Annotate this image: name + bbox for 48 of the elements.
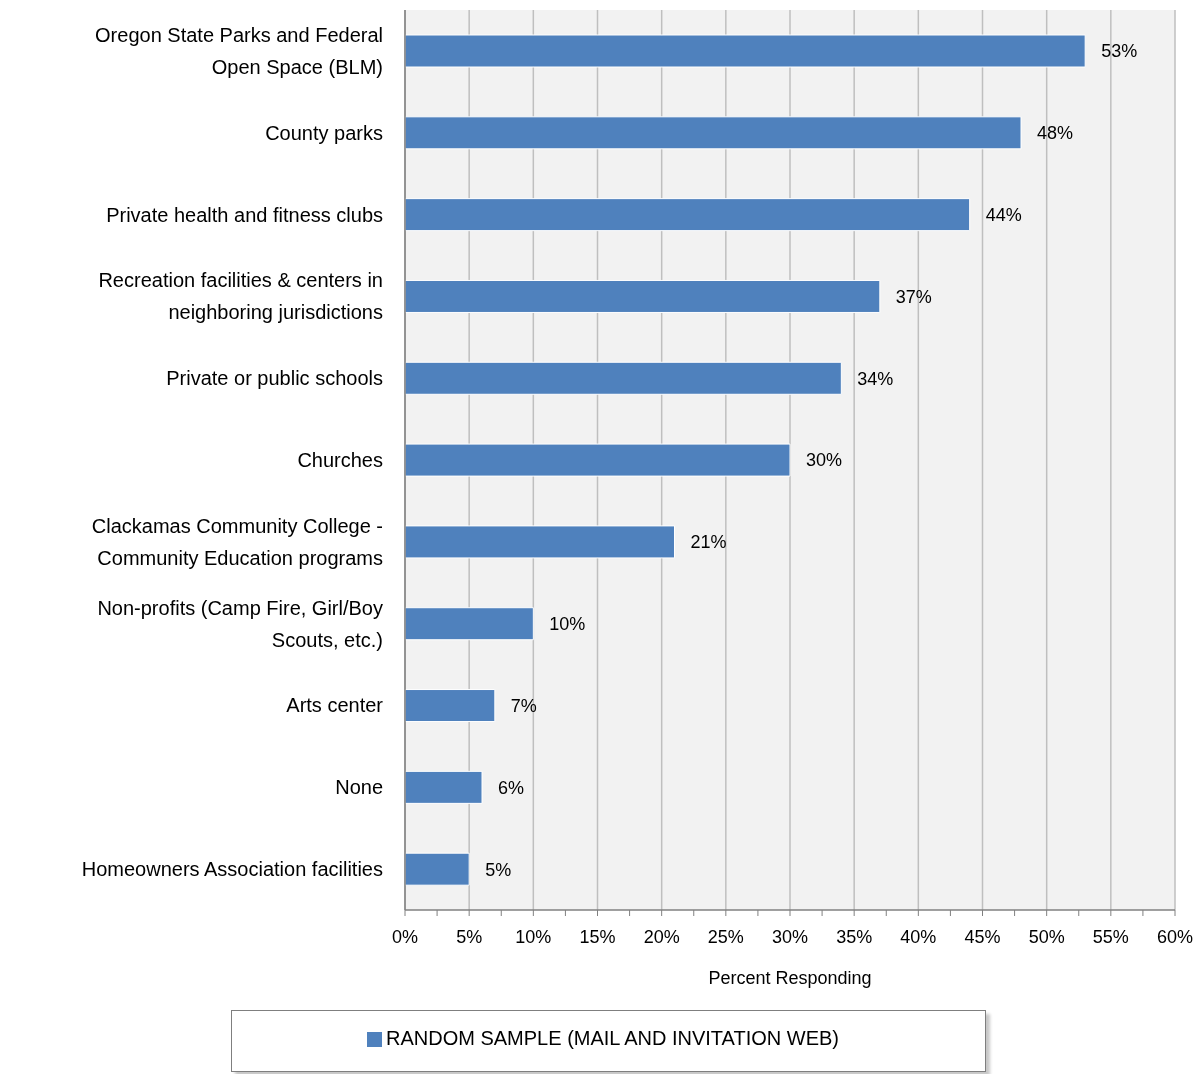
- bar: [405, 525, 675, 559]
- x-tick-label: 60%: [1156, 926, 1194, 947]
- bar: [405, 689, 496, 723]
- legend-label: RANDOM SAMPLE (MAIL AND INVITATION WEB): [385, 1027, 839, 1049]
- data-label: 7%: [510, 695, 537, 716]
- data-label: 44%: [985, 205, 1022, 226]
- bar: [405, 443, 791, 477]
- y-tick-label: Churches: [297, 449, 383, 471]
- x-tick-label: 5%: [456, 926, 483, 947]
- y-tick-label: Private health and fitness clubs: [106, 203, 383, 226]
- x-tick-label: 45%: [964, 926, 1001, 947]
- data-label: 37%: [895, 286, 932, 307]
- x-tick-label: 30%: [771, 926, 809, 947]
- x-tick-label: 10%: [515, 926, 552, 947]
- y-tick-label: Recreation facilities & centers in neighboring jurisdictions: [98, 269, 383, 324]
- bar: [405, 852, 470, 886]
- x-tick-label: 55%: [1092, 926, 1129, 947]
- bar: [405, 361, 842, 395]
- x-tick-label: 20%: [643, 926, 680, 947]
- x-axis-title: Percent Responding: [708, 968, 872, 988]
- x-tick-label: 25%: [707, 926, 744, 947]
- data-label: 10%: [549, 614, 586, 635]
- data-label: 30%: [806, 450, 843, 471]
- y-tick-label: County parks: [265, 121, 383, 144]
- data-label: 34%: [857, 368, 894, 389]
- bar: [405, 116, 1022, 150]
- y-tick-label: Homeowners Association facilities: [81, 858, 383, 881]
- x-tick-label: 0%: [391, 926, 419, 947]
- data-label: 6%: [498, 777, 525, 798]
- y-tick-label: Private or public schools: [166, 367, 383, 390]
- bar: [405, 770, 483, 804]
- bar: [405, 34, 1086, 68]
- x-tick-label: 40%: [900, 926, 937, 947]
- x-tick-label: 15%: [579, 926, 616, 947]
- bar: [405, 607, 534, 641]
- y-tick-label: Arts center: [286, 694, 384, 717]
- x-tick-label: 35%: [836, 926, 873, 947]
- y-tick-label: Clackamas Community College - Community Education programs: [91, 514, 383, 569]
- bar: [405, 279, 881, 313]
- data-label: 53%: [1101, 41, 1138, 62]
- data-label: 5%: [485, 859, 512, 880]
- data-label: 48%: [1037, 123, 1074, 144]
- y-tick-label: Oregon State Parks and Federal Open Space (BLM): [95, 23, 383, 78]
- bar: [405, 198, 971, 232]
- y-tick-label: None: [335, 776, 383, 799]
- x-tick-label: 50%: [1028, 926, 1065, 947]
- data-label: 21%: [690, 532, 727, 553]
- y-tick-label: Non-profits (Camp Fire, Girl/Boy Scouts, etc.): [97, 596, 383, 651]
